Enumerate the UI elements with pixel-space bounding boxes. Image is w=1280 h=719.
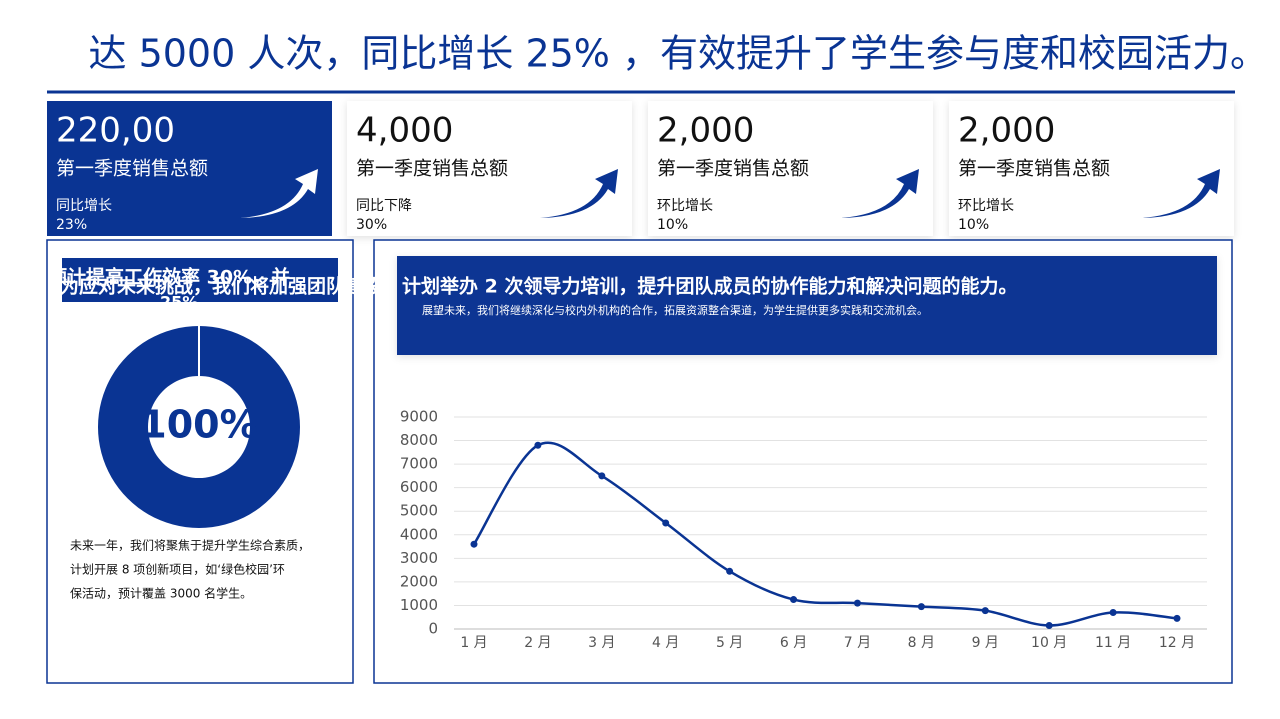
card-change-label: 环比增长 [657, 198, 713, 214]
card-label: 第一季度销售总额 [356, 158, 508, 180]
point [790, 596, 798, 604]
card [347, 101, 632, 236]
y-tick-label: 0 [428, 620, 438, 638]
x-tick-label: 12 月 [1159, 635, 1195, 651]
left-panel-header [62, 258, 338, 302]
x-tick-label: 1 月 [460, 635, 487, 651]
y-tick-label: 3000 [400, 549, 438, 567]
line-chart: 0 1000 2000 3000 4000 5000 6000 7000 8000 9000 1 月… [400, 408, 1207, 651]
card-change-label: 同比增长 [56, 198, 112, 214]
x-tick-label: 5 月 [716, 635, 743, 651]
paragraph-line: 计划开展 8 项创新项目，如‘绿色校园’环 [70, 562, 285, 577]
card-change: 10% [657, 217, 688, 233]
card-change: 23% [56, 217, 87, 233]
card [648, 101, 933, 236]
trend-arrow [841, 169, 919, 218]
card-change-label: 同比下降 [356, 198, 412, 214]
card-value: 2,000 [657, 111, 754, 151]
trend-arrow [240, 169, 318, 218]
card-label: 第一季度销售总额 [56, 158, 208, 180]
x-tick-label: 3 月 [588, 635, 615, 651]
x-tick-label: 8 月 [908, 635, 935, 651]
trend-arrow [1142, 169, 1220, 218]
point [598, 472, 606, 480]
y-tick-label: 5000 [400, 502, 438, 520]
x-tick-label: 11 月 [1095, 635, 1131, 651]
point [1109, 609, 1117, 617]
y-tick-label: 1000 [400, 596, 438, 614]
donut-segment [97, 326, 300, 528]
header-title: 达 5000 人次，同比增长 25% ，有效提升了学生参与度和校园活力。 [89, 32, 1269, 76]
point [726, 567, 734, 575]
card-label: 第一季度销售总额 [657, 158, 809, 180]
y-tick-label: 2000 [400, 572, 438, 590]
x-tick-label: 4 月 [652, 635, 679, 651]
point [534, 441, 542, 449]
card-value: 220,00 [56, 111, 175, 151]
banner [397, 256, 1217, 355]
card-change-label: 环比增长 [958, 198, 1014, 214]
x-tick-label: 6 月 [780, 635, 807, 651]
banner-title: 为应对未来挑战，我们将加强团队建设，计划举办 2 次领导力培训，提升团队成员的协… [60, 275, 1017, 298]
card-value: 4,000 [356, 111, 453, 151]
y-tick-label: 6000 [400, 478, 438, 496]
x-tick-label: 7 月 [844, 635, 871, 651]
card [949, 101, 1234, 236]
point [1173, 614, 1181, 622]
point [917, 603, 925, 611]
card [47, 101, 332, 236]
trend-arrow [540, 169, 618, 218]
left-panel [46, 239, 354, 684]
y-tick-label: 9000 [400, 408, 438, 426]
x-tick-label: 10 月 [1031, 635, 1067, 651]
paragraph-line: 保活动，预计覆盖 3000 名学生。 [70, 586, 252, 601]
y-tick-label: 8000 [400, 431, 438, 449]
banner-subtitle: 展望未来，我们将继续深化与校内外机构的合作，拓展资源整合渠道，为学生提供更多实践… [422, 303, 928, 317]
donut [97, 326, 300, 528]
paragraph: 未来一年，我们将聚焦于提升学生综合素质， 计划开展 8 项创新项目，如‘绿色校园’… [70, 538, 310, 601]
card-value: 2,000 [958, 111, 1055, 151]
card-label: 第一季度销售总额 [958, 158, 1110, 180]
donut-label: 100% [140, 403, 257, 447]
paragraph-line: 未来一年，我们将聚焦于提升学生综合素质， [70, 538, 310, 553]
overlay-text: 预计提高工作效率 30%，并 [48, 266, 290, 289]
point [662, 519, 670, 527]
card-change: 10% [958, 217, 989, 233]
point [981, 607, 989, 615]
y-tick-label: 4000 [400, 525, 438, 543]
card-change: 30% [356, 217, 387, 233]
point [853, 599, 861, 607]
x-tick-label: 9 月 [972, 635, 999, 651]
point [1045, 621, 1053, 629]
overlay-sub: 25% [160, 293, 198, 312]
point [470, 540, 478, 548]
y-tick-label: 7000 [400, 455, 438, 473]
x-tick-label: 2 月 [524, 635, 551, 651]
